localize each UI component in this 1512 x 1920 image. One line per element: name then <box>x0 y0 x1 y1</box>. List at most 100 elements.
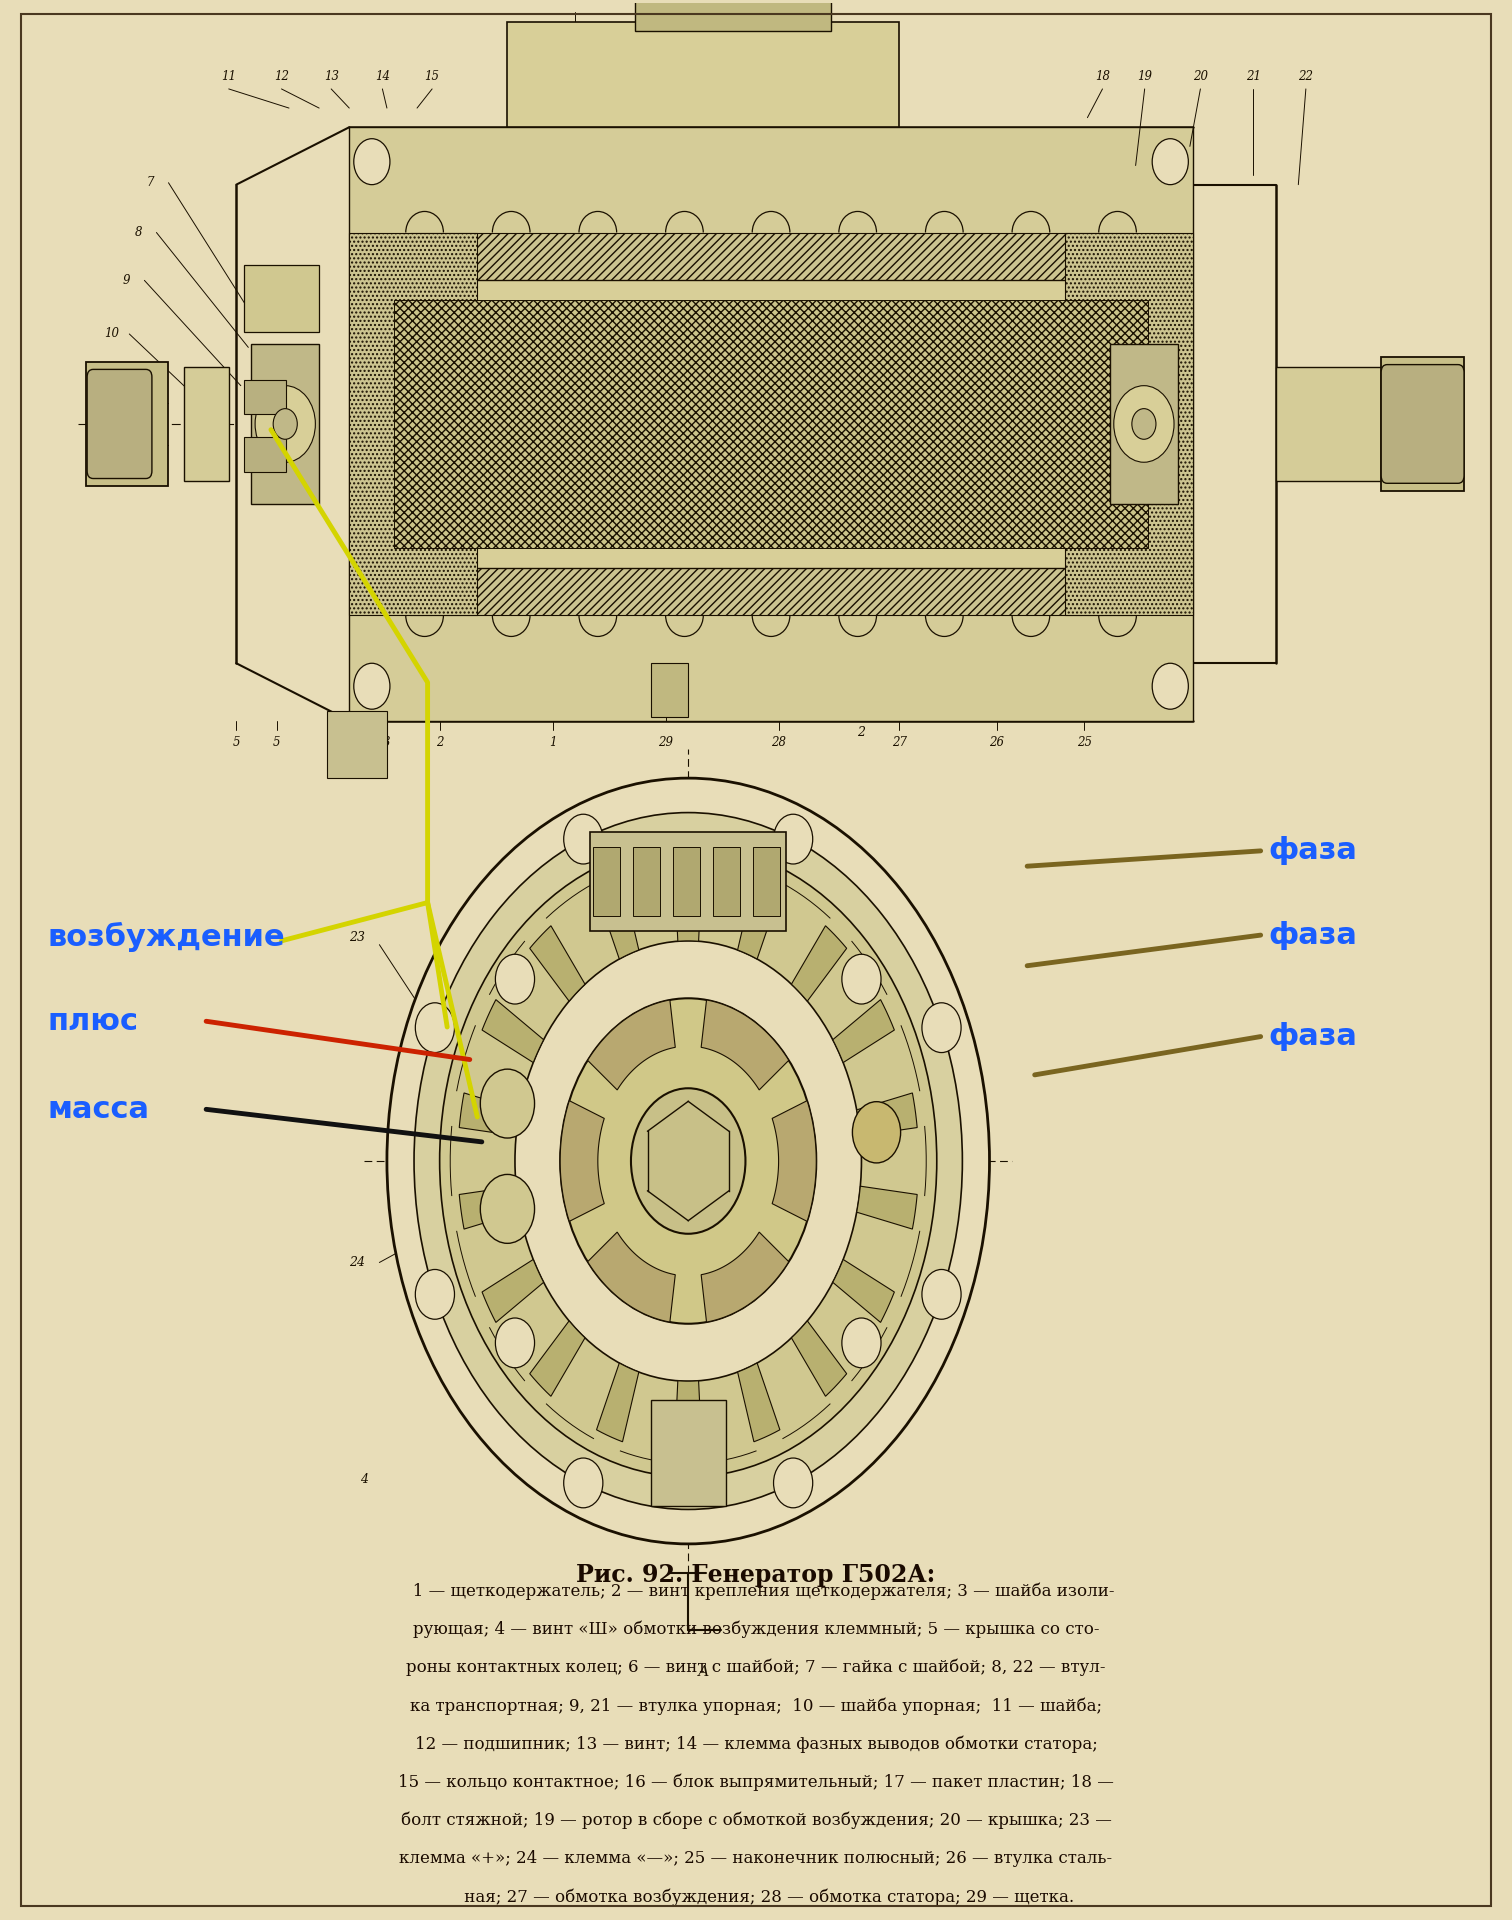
Text: плюс: плюс <box>48 1006 139 1035</box>
Bar <box>634 847 661 916</box>
Text: 15 — кольцо контактное; 16 — блок выпрямительный; 17 — пакет пластин; 18 —: 15 — кольцо контактное; 16 — блок выпрям… <box>398 1774 1114 1791</box>
Circle shape <box>496 954 535 1004</box>
Bar <box>650 1400 726 1505</box>
Polygon shape <box>833 1260 895 1323</box>
Circle shape <box>354 138 390 184</box>
Polygon shape <box>857 1187 918 1229</box>
Bar <box>673 847 700 916</box>
Text: 24: 24 <box>349 1256 364 1269</box>
Circle shape <box>842 1317 881 1367</box>
Text: 18: 18 <box>1095 71 1110 83</box>
Text: 20: 20 <box>1193 71 1208 83</box>
Circle shape <box>354 662 390 708</box>
Bar <box>395 300 1148 549</box>
Polygon shape <box>597 879 640 958</box>
Polygon shape <box>588 1000 676 1091</box>
Text: 27: 27 <box>892 735 907 749</box>
Text: фаза: фаза <box>1269 837 1358 866</box>
Text: возбуждение: возбуждение <box>48 922 286 952</box>
Bar <box>380 280 1163 568</box>
Text: 5: 5 <box>274 735 281 749</box>
Circle shape <box>774 814 813 864</box>
Polygon shape <box>559 1100 605 1221</box>
Text: фаза: фаза <box>1269 920 1358 950</box>
Text: А: А <box>697 1665 709 1678</box>
Text: −: − <box>502 1202 513 1215</box>
Text: фаза: фаза <box>1269 1021 1358 1050</box>
Circle shape <box>1132 409 1157 440</box>
Polygon shape <box>460 1092 520 1137</box>
Text: 15: 15 <box>425 71 440 83</box>
Bar <box>1064 232 1193 616</box>
Text: клемма «+»; 24 — клемма «—»; 25 — наконечник полюсный; 26 — втулка сталь-: клемма «+»; 24 — клемма «—»; 25 — наконе… <box>399 1851 1113 1868</box>
Circle shape <box>481 1069 535 1139</box>
Text: 28: 28 <box>771 735 786 749</box>
Polygon shape <box>529 925 585 1000</box>
Circle shape <box>1114 386 1173 463</box>
Circle shape <box>274 409 298 440</box>
Bar <box>251 344 319 505</box>
Bar <box>590 831 786 931</box>
Text: 1 — щеткодержатель; 2 — винт крепления щеткодержателя; 3 — шайба изоли-: 1 — щеткодержатель; 2 — винт крепления щ… <box>398 1582 1114 1599</box>
Text: 2: 2 <box>857 726 865 739</box>
Circle shape <box>496 1317 535 1367</box>
Bar <box>714 847 741 916</box>
Circle shape <box>564 1457 603 1507</box>
Circle shape <box>440 845 937 1476</box>
Circle shape <box>516 941 862 1380</box>
Bar <box>1380 357 1464 492</box>
Bar <box>1276 367 1388 482</box>
Circle shape <box>922 1269 962 1319</box>
Text: 9: 9 <box>122 275 130 286</box>
Text: 7: 7 <box>147 177 154 190</box>
Text: 19: 19 <box>1137 71 1152 83</box>
Bar <box>650 662 688 716</box>
Text: болт стяжной; 19 — ротор в сборе с обмоткой возбуждения; 20 — крышка; 23 —: болт стяжной; 19 — ротор в сборе с обмот… <box>401 1812 1111 1830</box>
Text: ка транспортная; 9, 21 — втулка упорная;  10 — шайба упорная;  11 — шайба;: ка транспортная; 9, 21 — втулка упорная;… <box>410 1697 1102 1715</box>
Text: роны контактных колец; 6 — винт с шайбой; 7 — гайка с шайбой; 8, 22 — втул-: роны контактных колец; 6 — винт с шайбой… <box>407 1659 1105 1676</box>
Text: 23: 23 <box>349 931 364 945</box>
Text: 10: 10 <box>104 328 119 340</box>
Bar <box>508 21 900 127</box>
Text: 5: 5 <box>233 735 240 749</box>
Text: 21: 21 <box>1246 71 1261 83</box>
Circle shape <box>774 1457 813 1507</box>
Bar <box>243 265 319 332</box>
Bar <box>64 88 1448 806</box>
Polygon shape <box>857 1092 918 1137</box>
Bar <box>635 0 832 31</box>
Text: 14: 14 <box>375 71 390 83</box>
Polygon shape <box>597 1363 640 1442</box>
Text: 14: 14 <box>953 1075 968 1087</box>
Bar <box>593 847 620 916</box>
Polygon shape <box>702 1233 789 1323</box>
Circle shape <box>1152 662 1188 708</box>
Polygon shape <box>482 1260 544 1323</box>
Polygon shape <box>738 879 780 958</box>
Text: 2: 2 <box>435 735 443 749</box>
Polygon shape <box>773 1100 816 1221</box>
Bar <box>183 367 228 482</box>
Text: +: + <box>502 1096 513 1110</box>
Circle shape <box>842 954 881 1004</box>
Polygon shape <box>674 868 702 941</box>
Text: 4: 4 <box>328 735 336 749</box>
Circle shape <box>414 812 962 1509</box>
Polygon shape <box>791 925 847 1000</box>
FancyBboxPatch shape <box>88 369 151 478</box>
Text: 16: 16 <box>567 71 582 83</box>
Circle shape <box>481 1175 535 1244</box>
Polygon shape <box>482 1000 544 1062</box>
Circle shape <box>922 1002 962 1052</box>
Text: 25: 25 <box>1077 735 1092 749</box>
Text: 16: 16 <box>832 877 847 891</box>
Polygon shape <box>674 1380 702 1453</box>
Bar <box>243 438 286 472</box>
Bar <box>1110 344 1178 505</box>
Bar <box>349 127 1193 720</box>
Text: 29: 29 <box>658 735 673 749</box>
Bar <box>327 710 387 778</box>
Circle shape <box>1152 138 1188 184</box>
Text: 22: 22 <box>1299 71 1314 83</box>
Text: А-А: А-А <box>670 52 706 69</box>
